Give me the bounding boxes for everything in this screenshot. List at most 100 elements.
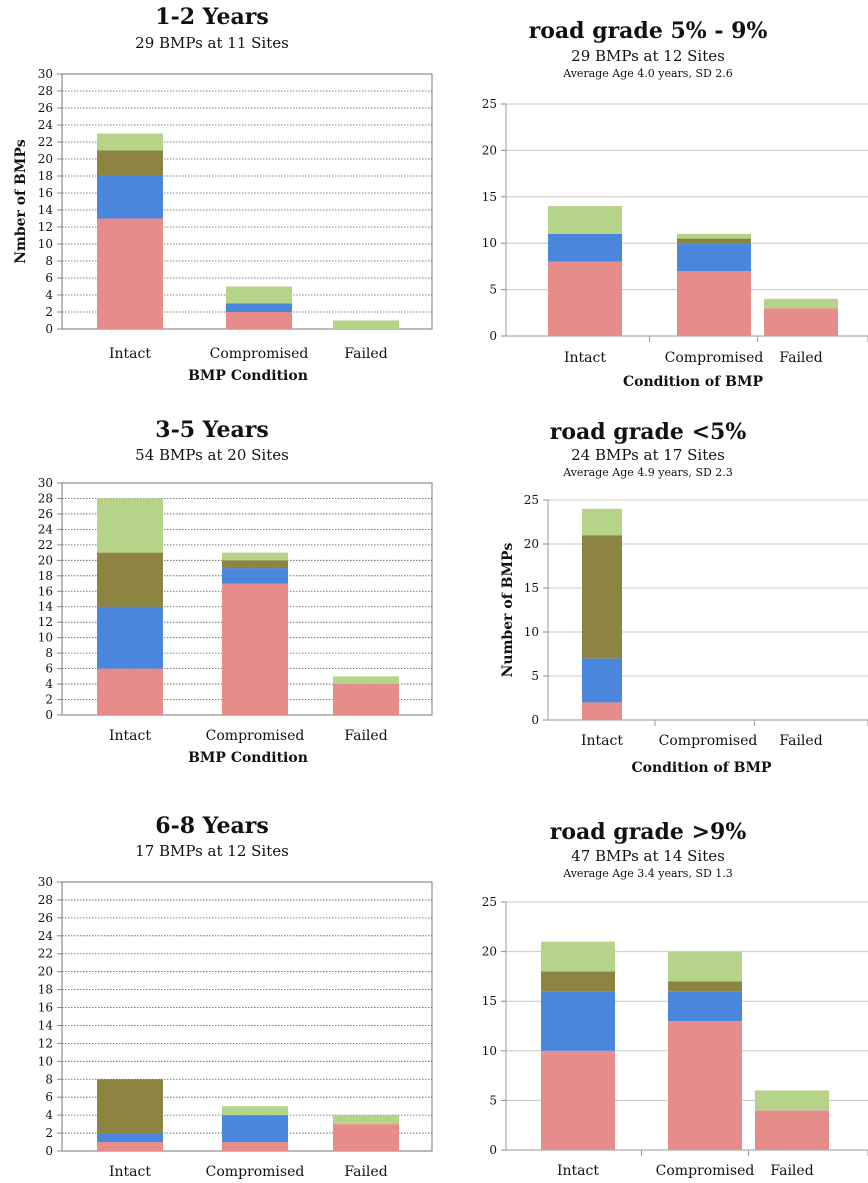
y-tick-label: 30 xyxy=(38,67,53,81)
bar-segment xyxy=(668,981,742,992)
bar-segment xyxy=(97,150,163,176)
bar-segment xyxy=(548,261,622,336)
bar-segment xyxy=(755,1090,829,1111)
y-axis-label: Nmber of BMPs xyxy=(13,139,29,264)
bar-segment xyxy=(97,1133,163,1143)
bar-segment xyxy=(668,1021,742,1150)
y-tick-label: 4 xyxy=(45,677,53,691)
y-tick-label: 20 xyxy=(38,152,53,166)
bar-segment xyxy=(764,308,838,336)
chart-panel-3-5-years: 3-5 Years 54 BMPs at 20 Sites 0 2 4 6 8 10 12 1… xyxy=(0,395,440,795)
y-tick-label: 20 xyxy=(38,553,53,567)
bar-segment xyxy=(97,668,163,715)
y-tick-label: 8 xyxy=(45,254,53,268)
y-tick-label: 5 xyxy=(531,669,539,683)
chart-subtitle: 54 BMPs at 20 Sites xyxy=(135,446,289,464)
y-tick-label: 20 xyxy=(482,143,497,157)
bar-segment xyxy=(541,971,615,992)
chart-subtitle: 47 BMPs at 14 Sites xyxy=(571,847,725,865)
chart-plot: 0 5 10 15 20 25 Intact Compromised Failed Conditi… xyxy=(482,97,868,390)
y-tick-label: 14 xyxy=(38,1018,54,1032)
chart-panel-6-8-years: 6-8 Years 17 BMPs at 12 Sites 0 2 4 6 8 10 12 1… xyxy=(0,795,440,1183)
x-axis-label: BMP Condition xyxy=(188,368,308,384)
bar-segment xyxy=(333,1115,399,1125)
y-tick-label: 26 xyxy=(38,911,53,925)
y-tick-label: 15 xyxy=(482,994,497,1008)
x-category-label: Intact xyxy=(557,1163,599,1179)
chart-subtitle: 29 BMPs at 12 Sites xyxy=(571,47,725,65)
bar-segment xyxy=(582,658,622,703)
y-tick-label: 10 xyxy=(38,631,53,645)
y-tick-label: 12 xyxy=(38,615,53,629)
bar-segment xyxy=(222,552,288,561)
y-tick-label: 4 xyxy=(45,1108,53,1122)
bar-segment xyxy=(677,238,751,244)
x-category-label: Intact xyxy=(109,1164,151,1180)
x-category-label: Failed xyxy=(779,733,822,749)
y-tick-label: 0 xyxy=(45,322,53,336)
y-tick-label: 0 xyxy=(489,1143,497,1157)
y-tick-label: 16 xyxy=(38,584,53,598)
bar-segment xyxy=(97,133,163,151)
bar-segment xyxy=(582,535,622,659)
chart-plot: 0 5 10 15 20 25 Intact Compromised Failed Conditi… xyxy=(500,493,868,776)
chart-title: road grade <5% xyxy=(549,419,747,445)
x-category-label: Intact xyxy=(109,728,151,744)
y-tick-label: 28 xyxy=(38,84,53,98)
y-tick-label: 26 xyxy=(38,507,53,521)
bar-segment xyxy=(222,583,288,715)
y-tick-label: 18 xyxy=(38,169,53,183)
bar-segment xyxy=(755,1110,829,1150)
y-tick-label: 5 xyxy=(489,1093,497,1107)
bar-segment xyxy=(97,218,163,329)
y-tick-label: 8 xyxy=(45,1072,53,1086)
chart-title: road grade 5% - 9% xyxy=(528,18,768,44)
y-tick-label: 4 xyxy=(45,288,53,302)
y-tick-label: 2 xyxy=(45,1126,53,1140)
x-category-label: Intact xyxy=(109,346,151,362)
y-tick-label: 28 xyxy=(38,893,53,907)
y-tick-label: 20 xyxy=(38,965,53,979)
bar-segment xyxy=(97,498,163,553)
chart-title: road grade >9% xyxy=(549,819,747,845)
chart-subtitle: 24 BMPs at 17 Sites xyxy=(571,446,725,464)
y-tick-label: 30 xyxy=(38,476,53,490)
bar-segment xyxy=(668,951,742,982)
y-tick-label: 15 xyxy=(482,190,497,204)
chart-panel-road-grade-over-9: road grade >9% 47 BMPs at 14 Sites Avera… xyxy=(440,795,868,1183)
chart-note: Average Age 4.0 years, SD 2.6 xyxy=(563,67,733,80)
y-tick-label: 6 xyxy=(45,271,53,285)
bar-segment xyxy=(582,508,622,536)
x-category-label: Failed xyxy=(779,350,822,366)
chart-note: Average Age 3.4 years, SD 1.3 xyxy=(563,867,733,880)
y-tick-label: 25 xyxy=(482,895,497,909)
y-tick-label: 22 xyxy=(38,135,53,149)
y-tick-label: 20 xyxy=(524,537,539,551)
x-category-label: Failed xyxy=(344,728,387,744)
y-tick-label: 10 xyxy=(38,1054,53,1068)
y-tick-label: 25 xyxy=(482,97,497,111)
bar-segment xyxy=(97,176,163,219)
y-tick-label: 16 xyxy=(38,1001,53,1015)
x-category-label: Intact xyxy=(564,350,606,366)
y-tick-label: 0 xyxy=(45,708,53,722)
chart-note: Average Age 4.9 years, SD 2.3 xyxy=(563,466,733,479)
y-tick-label: 15 xyxy=(524,581,539,595)
y-tick-label: 16 xyxy=(38,186,53,200)
y-tick-label: 25 xyxy=(524,493,539,507)
bar-segment xyxy=(541,991,615,1051)
bar-segment xyxy=(97,606,163,669)
x-category-label: Compromised xyxy=(206,728,305,744)
y-tick-label: 2 xyxy=(45,693,53,707)
chart-panel-1-2-years: 1-2 Years 29 BMPs at 11 Sites 0 2 4 6 8 10 12 1… xyxy=(0,0,440,395)
x-category-label: Failed xyxy=(770,1163,813,1179)
x-axis-label: Condition of BMP xyxy=(623,374,764,390)
x-category-label: Failed xyxy=(344,346,387,362)
x-category-label: Intact xyxy=(581,733,623,749)
bar-segment xyxy=(677,271,751,336)
y-tick-label: 12 xyxy=(38,1036,53,1050)
y-tick-label: 22 xyxy=(38,947,53,961)
chart-title: 1-2 Years xyxy=(155,4,269,30)
